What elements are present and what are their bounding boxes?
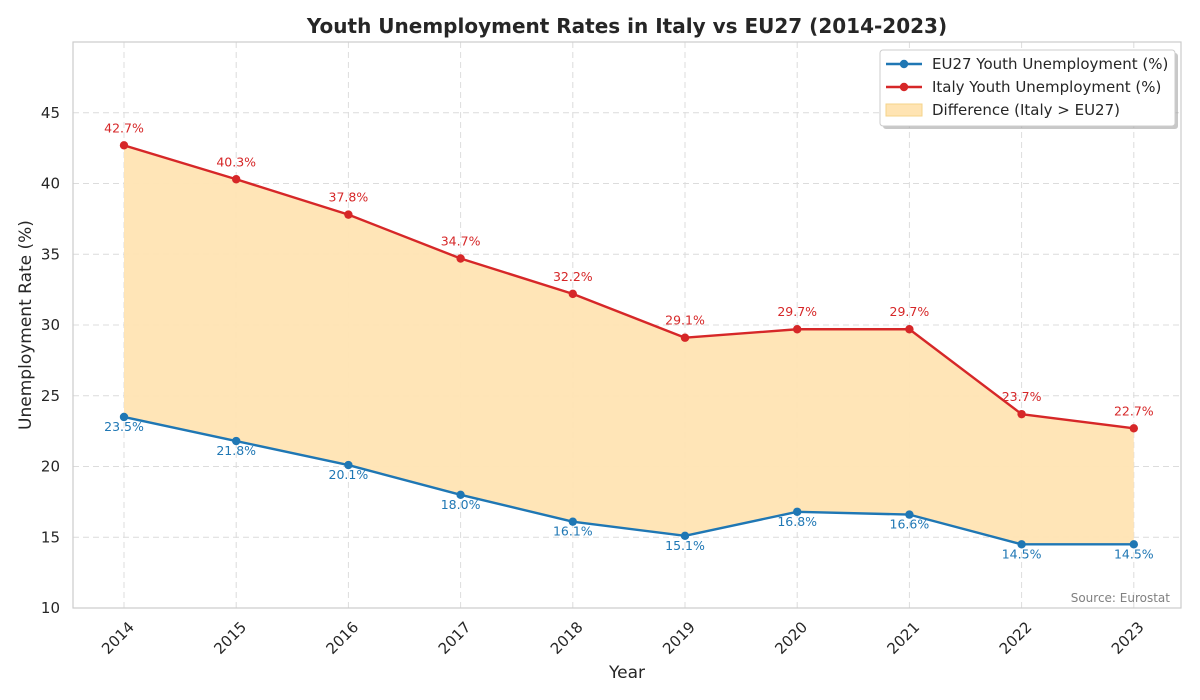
eu27-data-label: 23.5% — [104, 419, 144, 434]
y-axis-label: Unemployment Rate (%) — [16, 220, 36, 430]
x-tick-label: 2021 — [883, 618, 923, 658]
source-note: Source: Eurostat — [1071, 591, 1171, 605]
x-tick-label: 2023 — [1108, 618, 1148, 658]
eu27-data-point — [119, 412, 129, 422]
x-tick-label: 2017 — [435, 618, 475, 658]
italy-data-label: 23.7% — [1002, 389, 1042, 404]
italy-data-label: 42.7% — [104, 120, 144, 135]
y-tick-label: 25 — [41, 387, 60, 405]
eu27-data-label: 16.1% — [553, 524, 593, 539]
y-tick-label: 15 — [41, 528, 60, 546]
x-tick-label: 2022 — [996, 618, 1036, 658]
legend-eu27-marker — [899, 59, 909, 69]
eu27-data-label: 16.6% — [890, 517, 930, 532]
eu27-data-point — [793, 507, 802, 516]
eu27-data-label: 15.1% — [665, 538, 705, 553]
y-tick-label: 20 — [41, 458, 60, 476]
italy-data-point — [1017, 409, 1026, 419]
eu27-data-label: 18.0% — [441, 497, 481, 512]
x-tick-label: 2014 — [98, 618, 138, 658]
italy-data-point — [344, 210, 353, 219]
italy-data-point — [905, 325, 914, 334]
series-points — [119, 141, 1139, 549]
eu27-data-label: 21.8% — [216, 443, 256, 458]
legend: EU27 Youth Unemployment (%) Italy Youth U… — [879, 49, 1178, 129]
eu27-data-label: 14.5% — [1002, 546, 1042, 561]
x-tick-label: 2015 — [210, 618, 250, 658]
italy-data-point — [680, 333, 690, 342]
x-tick-label: 2019 — [659, 618, 699, 658]
italy-data-point — [1129, 424, 1139, 433]
eu27-data-point — [1017, 540, 1026, 549]
legend-difference-label: Difference (Italy > EU27) — [932, 101, 1120, 119]
eu27-data-point — [456, 490, 465, 499]
eu27-data-point — [344, 460, 353, 470]
eu27-data-label: 14.5% — [1114, 546, 1154, 561]
y-tick-label: 40 — [41, 175, 60, 193]
y-tick-label: 30 — [41, 316, 60, 334]
italy-data-point — [232, 175, 241, 184]
x-axis-label: Year — [608, 663, 645, 683]
eu27-data-point — [905, 510, 914, 519]
italy-data-label: 37.8% — [329, 190, 369, 205]
eu27-data-point — [232, 436, 241, 446]
italy-data-label: 29.7% — [890, 304, 930, 319]
italy-data-point — [456, 254, 465, 263]
eu27-series-line — [123, 415, 1134, 546]
italy-data-label: 34.7% — [441, 233, 481, 248]
y-tick-label: 35 — [41, 245, 60, 263]
x-tick-label: 2016 — [322, 618, 362, 658]
legend-difference-swatch — [885, 103, 923, 117]
y-tick-label: 10 — [41, 599, 60, 617]
eu27-data-point — [568, 517, 577, 526]
italy-data-label: 22.7% — [1114, 403, 1154, 418]
italy-data-label: 29.1% — [665, 313, 705, 328]
legend-eu27-label: EU27 Youth Unemployment (%) — [932, 55, 1168, 73]
legend-italy-marker — [899, 82, 909, 92]
italy-data-label: 40.3% — [216, 154, 256, 169]
x-tick-label: 2018 — [547, 618, 587, 658]
x-axis-ticks: 2014 2015 2016 2017 2018 2019 2020 2021 2022 2023 — [98, 618, 1148, 658]
chart-title: Youth Unemployment Rates in Italy vs EU2… — [306, 14, 947, 38]
italy-data-label: 29.7% — [777, 304, 817, 319]
y-tick-label: 45 — [41, 104, 60, 122]
eu27-data-point — [1129, 540, 1139, 549]
italy-series-line — [123, 144, 1134, 430]
y-axis-ticks: 10 15 20 25 30 35 40 45 — [41, 104, 60, 617]
italy-data-point — [568, 289, 577, 299]
italy-data-label: 32.2% — [553, 269, 593, 284]
difference-fill-area-path — [124, 145, 1134, 545]
series-lines — [123, 144, 1134, 546]
eu27-data-label: 20.1% — [329, 467, 369, 482]
eu27-data-label: 16.8% — [777, 514, 817, 529]
x-tick-label: 2020 — [771, 618, 811, 658]
eu27-data-point — [680, 531, 690, 541]
plot-frame — [72, 41, 1182, 609]
difference-fill-area — [124, 145, 1134, 545]
italy-data-point — [119, 141, 129, 150]
data-labels: 23.5% 21.8% 20.1% 18.0% 16.1% 15.1% 16.8% 16.6%… — [104, 120, 1154, 561]
legend-box — [879, 49, 1176, 127]
italy-data-point — [793, 325, 802, 334]
legend-italy-label: Italy Youth Unemployment (%) — [932, 78, 1161, 96]
